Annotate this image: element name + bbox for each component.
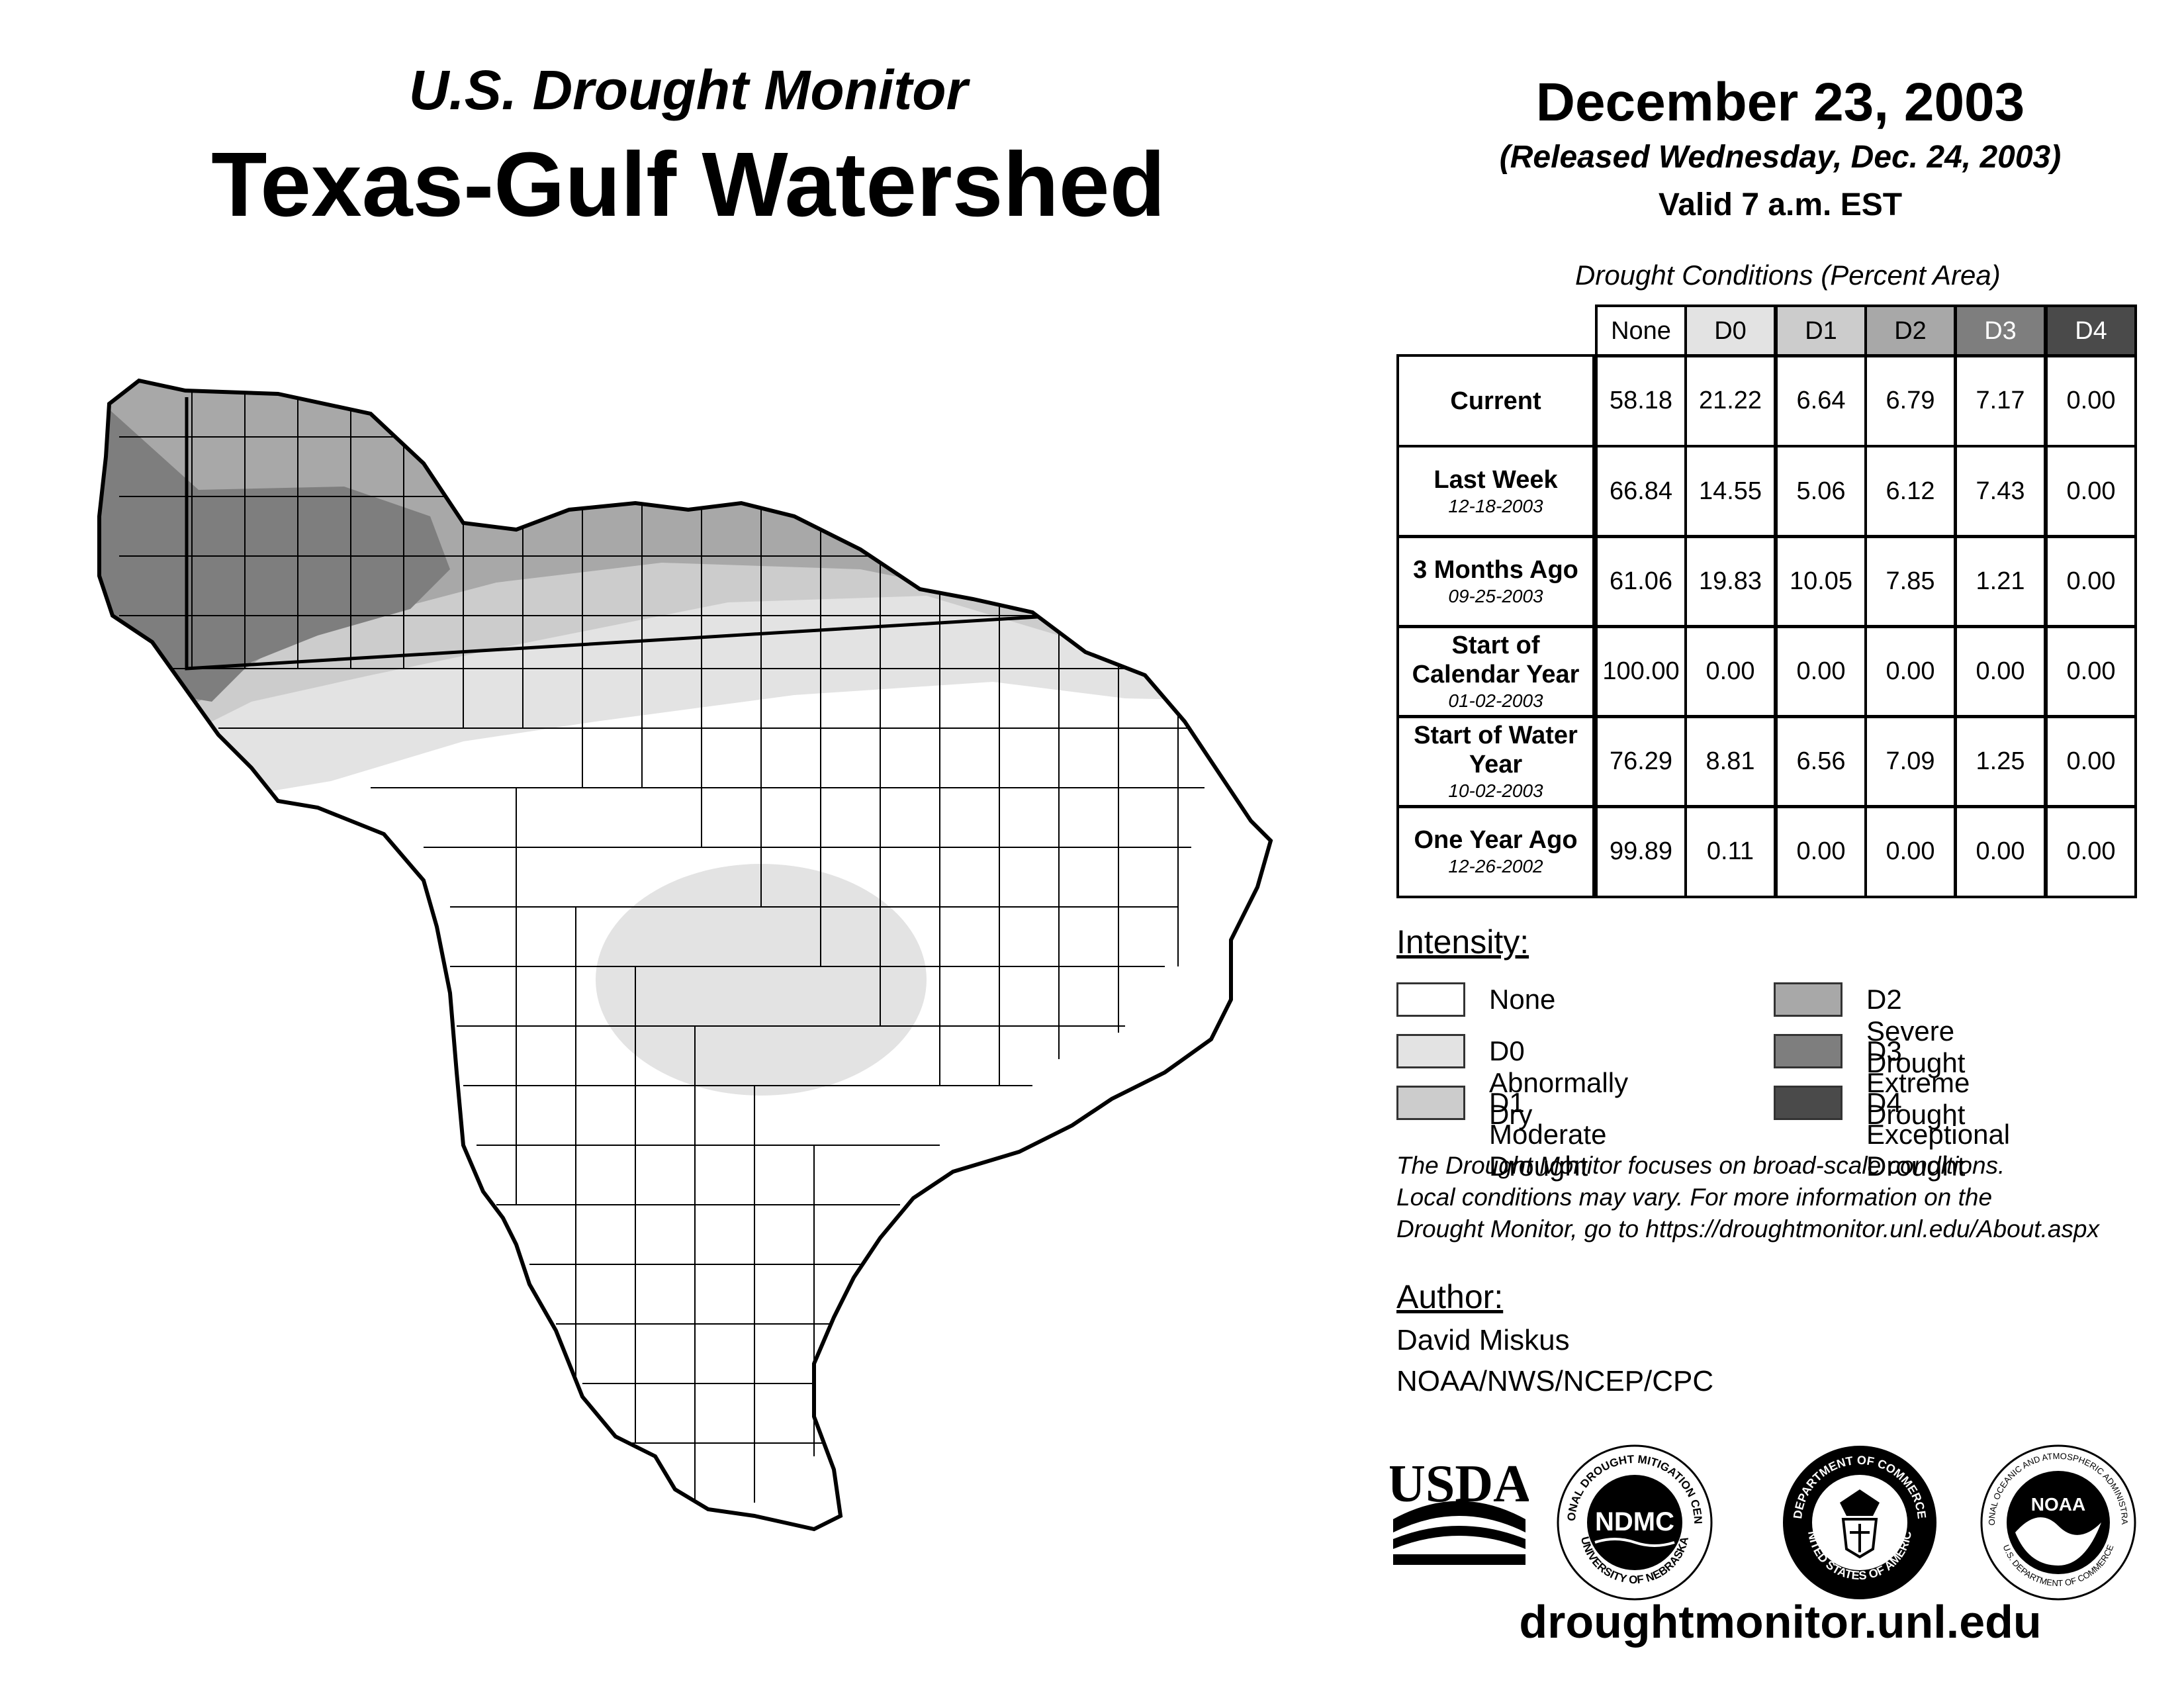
department-of-commerce-seal: DEPARTMENT OF COMMERCE UNITED STATES OF … [1780, 1443, 1936, 1599]
table-cell: 100.00 [1595, 625, 1687, 718]
table-cell: 10.05 [1775, 535, 1867, 628]
row-label-text: Last Week [1433, 465, 1558, 494]
map-subtitle: U.S. Drought Monitor [408, 59, 968, 121]
table-row-label: Start of Calendar Year 01-02-2003 [1396, 625, 1595, 718]
table-cell: 0.00 [2045, 805, 2137, 898]
table-cell: 0.11 [1684, 805, 1776, 898]
table-row-label: Start of Water Year 10-02-2003 [1396, 715, 1595, 808]
table-cell: 6.12 [1864, 445, 1956, 538]
table-cell: 99.89 [1595, 805, 1687, 898]
release-date: (Released Wednesday, Dec. 24, 2003) [1499, 140, 2062, 175]
row-date-text: 12-26-2002 [1448, 855, 1543, 876]
table-cell: 14.55 [1684, 445, 1776, 538]
table-cell: 58.18 [1595, 354, 1687, 447]
map-date: December 23, 2003 [1535, 72, 2025, 132]
legend-label: None [1489, 984, 1556, 1015]
table-cell: 0.00 [2045, 715, 2137, 808]
valid-time: Valid 7 a.m. EST [1658, 187, 1903, 222]
author-heading: Author: [1396, 1278, 1504, 1315]
ndmc-logo: NATIONAL DROUGHT MITIGATION CENTER UNIVE… [1555, 1443, 1713, 1601]
table-cell: 1.21 [1954, 535, 2046, 628]
legend-label: D3 Extreme Drought [1866, 1035, 1970, 1130]
note-line-3: Drought Monitor, go to https://droughtmo… [1396, 1215, 2099, 1243]
table-cell: 1.25 [1954, 715, 2046, 808]
table-cell: 6.79 [1864, 354, 1956, 447]
table-cell: 8.81 [1684, 715, 1776, 808]
author-name: David Miskus [1396, 1324, 1570, 1356]
table-row-label: 3 Months Ago 09-25-2003 [1396, 535, 1595, 628]
note-line-2: Local conditions may vary. For more info… [1396, 1184, 1993, 1211]
row-label-text: One Year Ago [1414, 825, 1578, 854]
table-cell: 7.09 [1864, 715, 1956, 808]
watershed-map [97, 378, 1273, 1532]
table-header-d1: D1 [1775, 305, 1867, 357]
row-date-text: 10-02-2003 [1448, 780, 1543, 801]
table-cell: 0.00 [1864, 625, 1956, 718]
svg-text:NOAA: NOAA [2031, 1494, 2085, 1515]
table-cell: 0.00 [1775, 625, 1867, 718]
table-header-d2: D2 [1864, 305, 1956, 357]
table-cell: 6.64 [1775, 354, 1867, 447]
drought-area-d3 [99, 381, 450, 702]
table-cell: 0.00 [1864, 805, 1956, 898]
noaa-logo: NATIONAL OCEANIC AND ATMOSPHERIC ADMINIS… [1979, 1443, 2136, 1601]
table-cell: 7.17 [1954, 354, 2046, 447]
table-cell: 0.00 [2045, 354, 2137, 447]
legend-heading: Intensity: [1396, 923, 1529, 961]
legend-label: D0 Abnormally Dry [1489, 1035, 1629, 1130]
table-cell: 0.00 [2045, 625, 2137, 718]
row-date-text: 12-18-2003 [1448, 495, 1543, 516]
map-title: Texas-Gulf Watershed [211, 134, 1165, 236]
table-row-label: Current [1396, 354, 1595, 447]
table-header-d4: D4 [2045, 305, 2137, 357]
table-header-d3: D3 [1954, 305, 2046, 357]
legend-swatch [1396, 1034, 1465, 1068]
legend-swatch [1774, 1086, 1843, 1120]
table-cell: 0.00 [1954, 625, 2046, 718]
row-date-text: 01-02-2003 [1448, 690, 1543, 711]
row-date-text: 09-25-2003 [1448, 585, 1543, 606]
table-caption: Drought Conditions (Percent Area) [1575, 259, 2001, 291]
table-cell: 7.85 [1864, 535, 1956, 628]
table-cell: 0.00 [2045, 445, 2137, 538]
legend-label: D2 Severe Drought [1866, 984, 1966, 1078]
drought-area-d0-central [596, 864, 927, 1096]
row-label-text: Start of Calendar Year [1412, 631, 1580, 688]
row-label-text: 3 Months Ago [1413, 555, 1578, 584]
table-cell: 0.00 [1954, 805, 2046, 898]
table-cell: 5.06 [1775, 445, 1867, 538]
table-row-label: Last Week 12-18-2003 [1396, 445, 1595, 538]
note-line-1: The Drought Monitor focuses on broad-sca… [1396, 1152, 2005, 1179]
table-cell: 7.43 [1954, 445, 2046, 538]
watershed-outline [97, 378, 1273, 1532]
table-row-label: One Year Ago 12-26-2002 [1396, 805, 1595, 898]
table-cell: 19.83 [1684, 535, 1776, 628]
legend-label: D4 Exceptional Drought [1866, 1087, 2011, 1182]
table-cell: 0.00 [1775, 805, 1867, 898]
legend-swatch [1774, 1034, 1843, 1068]
row-label-text: Current [1450, 387, 1541, 415]
author-org: NOAA/NWS/NCEP/CPC [1396, 1365, 1714, 1397]
table-cell: 0.00 [2045, 535, 2137, 628]
table-cell: 76.29 [1595, 715, 1687, 808]
table-cell: 21.22 [1684, 354, 1776, 447]
legend-swatch [1396, 982, 1465, 1017]
row-label-text: Start of Water Year [1414, 721, 1578, 778]
website-link[interactable]: droughtmonitor.unl.edu [1519, 1596, 2042, 1648]
table-cell: 6.56 [1775, 715, 1867, 808]
usda-logo: USDA [1390, 1455, 1529, 1565]
legend-swatch [1774, 982, 1843, 1017]
legend-label: D1 Moderate Drought [1489, 1087, 1607, 1182]
table-cell: 0.00 [1684, 625, 1776, 718]
table-cell: 61.06 [1595, 535, 1687, 628]
legend-swatch [1396, 1086, 1465, 1120]
table-cell: 66.84 [1595, 445, 1687, 538]
table-header-d0: D0 [1684, 305, 1776, 357]
svg-text:NDMC: NDMC [1595, 1507, 1674, 1536]
table-header-none: None [1595, 305, 1687, 357]
